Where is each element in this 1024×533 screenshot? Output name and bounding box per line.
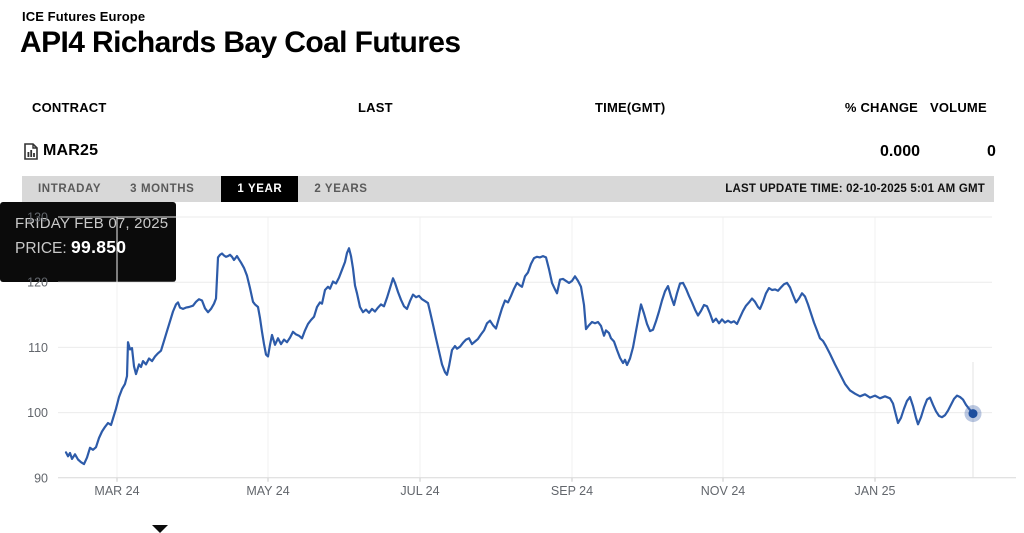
tab-2-years[interactable]: 2 YEARS — [314, 183, 368, 195]
x-tick-label: SEP 24 — [551, 484, 593, 498]
x-tick-label: JAN 25 — [855, 484, 896, 498]
y-tick-label: 130 — [27, 211, 48, 225]
tooltip-price: PRICE: 99.850 — [15, 237, 127, 257]
tab-3-months[interactable]: 3 MONTHS — [130, 183, 195, 195]
col-last: LAST — [358, 100, 393, 115]
volume-cell: 0 — [930, 143, 997, 165]
col-volume: VOLUME — [930, 100, 987, 115]
y-tick-label: 120 — [27, 276, 48, 290]
contract-cell[interactable]: MAR25 — [24, 142, 98, 160]
price-chart[interactable]: MAR 24 MAY 24 JUL 24 SEP 24 NOV 24 JAN 25 90 10… — [0, 202, 1024, 533]
col-percent-change: % CHANGE — [844, 100, 918, 115]
chart-tooltip: FRIDAY FEB 07, 2025 PRICE: 99.850 — [0, 202, 176, 533]
y-tick-label: 110 — [28, 341, 48, 355]
y-tick-label: 100 — [27, 406, 48, 420]
last-update-time: LAST UPDATE TIME: 02-10-2025 5:01 AM GMT — [725, 183, 985, 195]
contract-name[interactable]: MAR25 — [43, 142, 99, 159]
volume-value: 0 — [987, 143, 996, 160]
price-line — [64, 247, 975, 466]
y-tick-label: 90 — [34, 471, 48, 485]
page-title: API4 Richards Bay Coal Futures — [20, 26, 461, 59]
tooltip-date: FRIDAY FEB 07, 2025 — [15, 215, 169, 232]
tooltip-caret-icon — [152, 525, 168, 533]
x-tick-label: MAY 24 — [246, 484, 289, 498]
range-toolbar: INTRADAY 3 MONTHS 1 YEAR 2 YEARS LAST UP… — [22, 176, 994, 202]
file-chart-icon[interactable] — [24, 142, 38, 160]
x-tick-label: JUL 24 — [400, 484, 439, 498]
x-tick-label: MAR 24 — [94, 484, 139, 498]
x-tick-label: NOV 24 — [701, 484, 746, 498]
col-contract: CONTRACT — [32, 100, 107, 115]
col-time-gmt: TIME(GMT) — [595, 100, 666, 115]
tooltip-price-value: 99.850 — [71, 237, 127, 257]
price-chart-svg: MAR 24 MAY 24 JUL 24 SEP 24 NOV 24 JAN 25 90 10… — [27, 211, 1016, 498]
marker-dot — [968, 409, 978, 419]
tab-1-year[interactable]: 1 YEAR — [221, 176, 299, 202]
toolbar-spacer — [381, 176, 726, 202]
percent-change-value: 0.000 — [879, 143, 920, 160]
tab-intraday[interactable]: INTRADAY — [38, 183, 102, 195]
exchange-label: ICE Futures Europe — [22, 9, 146, 24]
